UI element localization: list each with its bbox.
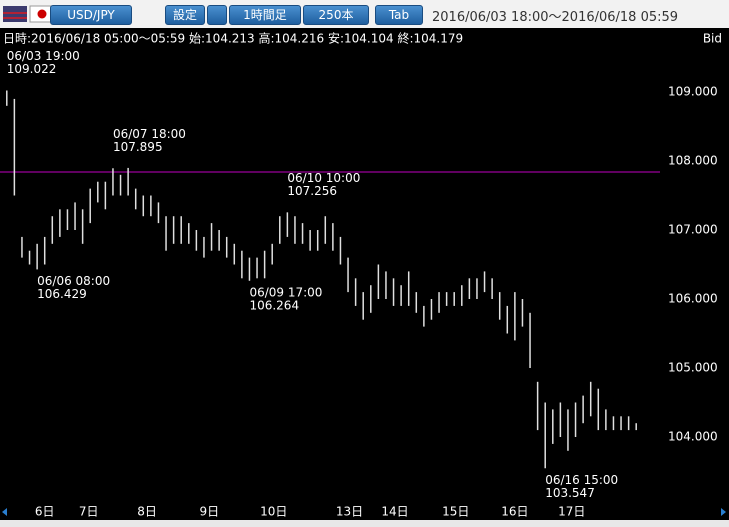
scrollbar[interactable] [0, 504, 729, 520]
annotation-value: 107.895 [113, 140, 163, 154]
annotation-time: 06/09 17:00 [249, 285, 322, 299]
annotation-value: 106.264 [249, 298, 299, 312]
ohlc-info: 日時:2016/06/18 05:00～05:59 始:104.213 高:10… [3, 31, 463, 46]
annotation-value: 107.256 [287, 184, 337, 198]
annotation-time: 06/16 15:00 [545, 473, 618, 487]
x-tick-label: 9日 [199, 505, 219, 519]
x-tick-label: 15日 [442, 505, 469, 519]
y-tick-label: 106.000 [668, 292, 718, 306]
date-range: 2016/06/03 18:00～2016/06/18 05:59 [432, 10, 679, 25]
x-tick-label: 6日 [35, 505, 55, 519]
x-tick-label: 13日 [336, 505, 363, 519]
flags [3, 5, 55, 23]
count-button[interactable]: 250本 [303, 5, 369, 25]
chart: 日時:2016/06/18 05:00～05:59 始:104.213 高:10… [0, 28, 729, 527]
y-tick-label: 109.000 [668, 85, 718, 99]
annotation-time: 06/03 19:00 [7, 49, 80, 63]
y-tick-label: 107.000 [668, 223, 718, 237]
tab-button[interactable]: Tab [375, 5, 423, 25]
price-side: Bid [703, 32, 722, 46]
x-tick-label: 10日 [260, 505, 287, 519]
x-tick-label: 14日 [381, 505, 408, 519]
icon-button[interactable] [207, 5, 227, 25]
scroll-right[interactable] [721, 508, 726, 516]
symbol-button[interactable]: USD/JPY [50, 5, 132, 25]
chart-background [0, 28, 729, 527]
annotation-time: 06/10 10:00 [287, 171, 360, 185]
scroll-left[interactable] [2, 508, 7, 516]
annotation-value: 106.429 [37, 287, 87, 301]
toolbar: USD/JPY 設定 1時間足 250本 Tab 2016/06/03 18:0… [0, 0, 729, 28]
annotation-time: 06/06 08:00 [37, 274, 110, 288]
x-tick-label: 7日 [79, 505, 99, 519]
annotation-time: 06/07 18:00 [113, 127, 186, 141]
y-tick-label: 108.000 [668, 154, 718, 168]
y-tick-label: 105.000 [668, 361, 718, 375]
footer [0, 520, 729, 527]
y-tick-label: 104.000 [668, 430, 718, 444]
x-tick-label: 17日 [558, 505, 585, 519]
x-tick-label: 8日 [137, 505, 157, 519]
settings-button[interactable]: 設定 [165, 5, 205, 25]
x-tick-label: 16日 [501, 505, 528, 519]
annotation-value: 109.022 [7, 62, 57, 76]
period-button[interactable]: 1時間足 [229, 5, 301, 25]
annotation-value: 103.547 [545, 486, 595, 500]
